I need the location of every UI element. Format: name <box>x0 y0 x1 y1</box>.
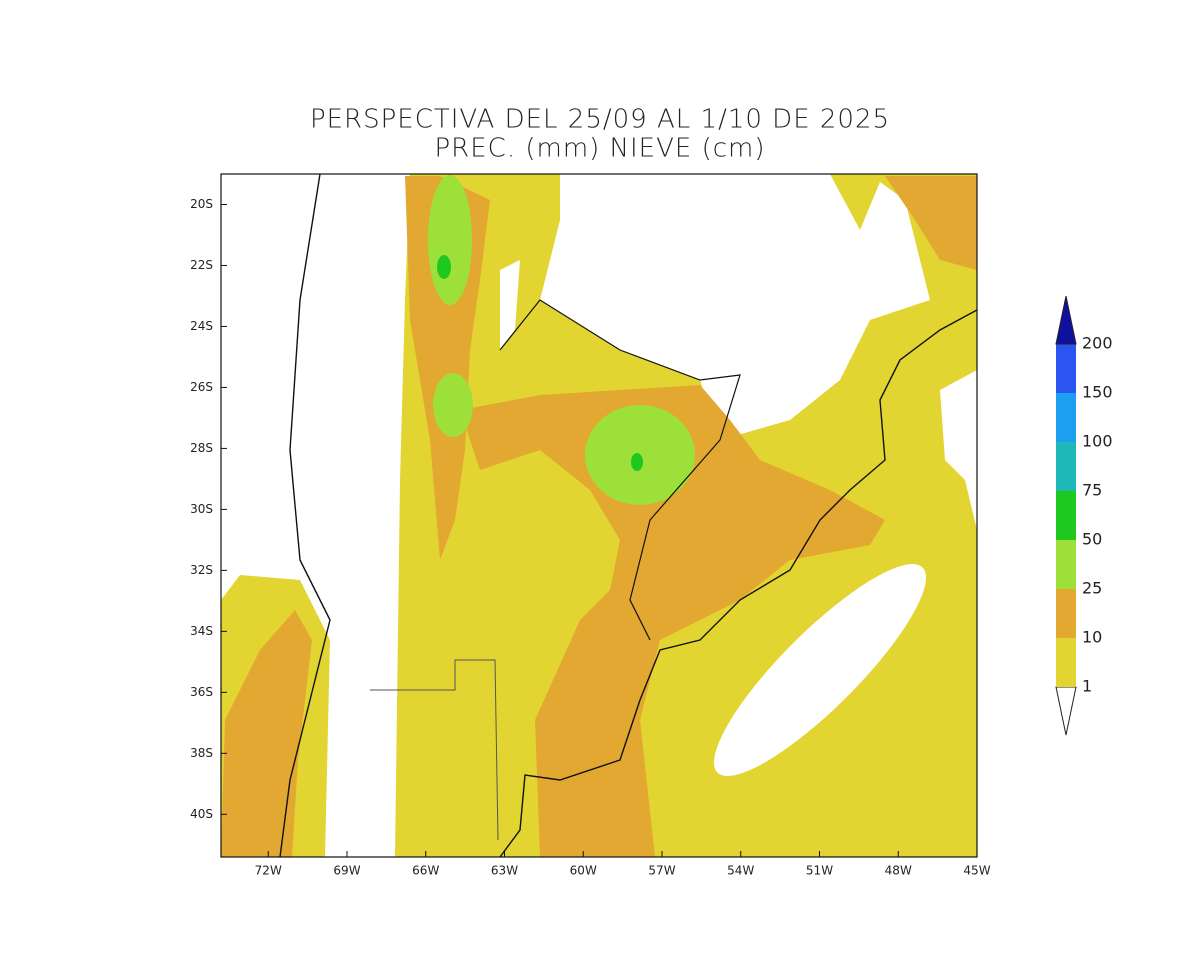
colorbar-label: 50 <box>1082 530 1102 549</box>
y-tick-label: 32S <box>190 563 213 577</box>
colorbar-label: 200 <box>1082 334 1113 353</box>
x-tick-label: 63W <box>491 864 518 878</box>
colorbar-label: 10 <box>1082 628 1102 647</box>
x-tick-label: 69W <box>333 864 360 878</box>
map-title: PERSPECTIVA DEL 25/09 AL 1/10 DE 2025 <box>310 105 890 135</box>
map-frame <box>220 173 978 858</box>
precip-field <box>221 174 977 857</box>
y-tick-label: 34S <box>190 624 213 638</box>
colorbar-label: 75 <box>1082 481 1102 500</box>
x-tick-label: 51W <box>806 864 833 878</box>
x-tick-label: 45W <box>963 864 990 878</box>
y-tick-label: 26S <box>190 380 213 394</box>
map-subtitle: PREC. (mm) NIEVE (cm) <box>435 134 766 164</box>
x-tick-label: 66W <box>412 864 439 878</box>
x-tick-label: 54W <box>727 864 754 878</box>
colorbar-segment <box>1056 540 1076 589</box>
colorbar-label: 25 <box>1082 579 1102 598</box>
y-tick-label: 36S <box>190 685 213 699</box>
y-tick-label: 24S <box>190 319 213 333</box>
x-tick-label: 60W <box>570 864 597 878</box>
colorbar-segment <box>1056 442 1076 491</box>
colorbar-over <box>1055 295 1077 345</box>
colorbar-label: 100 <box>1082 432 1113 451</box>
x-tick-label: 72W <box>255 864 282 878</box>
colorbar-segment <box>1056 491 1076 540</box>
y-tick-label: 28S <box>190 441 213 455</box>
colorbar-label: 150 <box>1082 383 1113 402</box>
colorbar-segment <box>1056 589 1076 638</box>
y-tick-label: 20S <box>190 197 213 211</box>
x-tick-label: 57W <box>648 864 675 878</box>
y-tick-label: 22S <box>190 258 213 272</box>
colorbar-under <box>1055 686 1077 736</box>
y-tick-label: 38S <box>190 746 213 760</box>
x-tick-label: 48W <box>885 864 912 878</box>
colorbar-segment <box>1056 393 1076 442</box>
y-tick-label: 40S <box>190 807 213 821</box>
colorbar-label: 1 <box>1082 677 1092 696</box>
y-tick-label: 30S <box>190 502 213 516</box>
colorbar-segment <box>1056 344 1076 393</box>
colorbar-segment <box>1056 638 1076 687</box>
